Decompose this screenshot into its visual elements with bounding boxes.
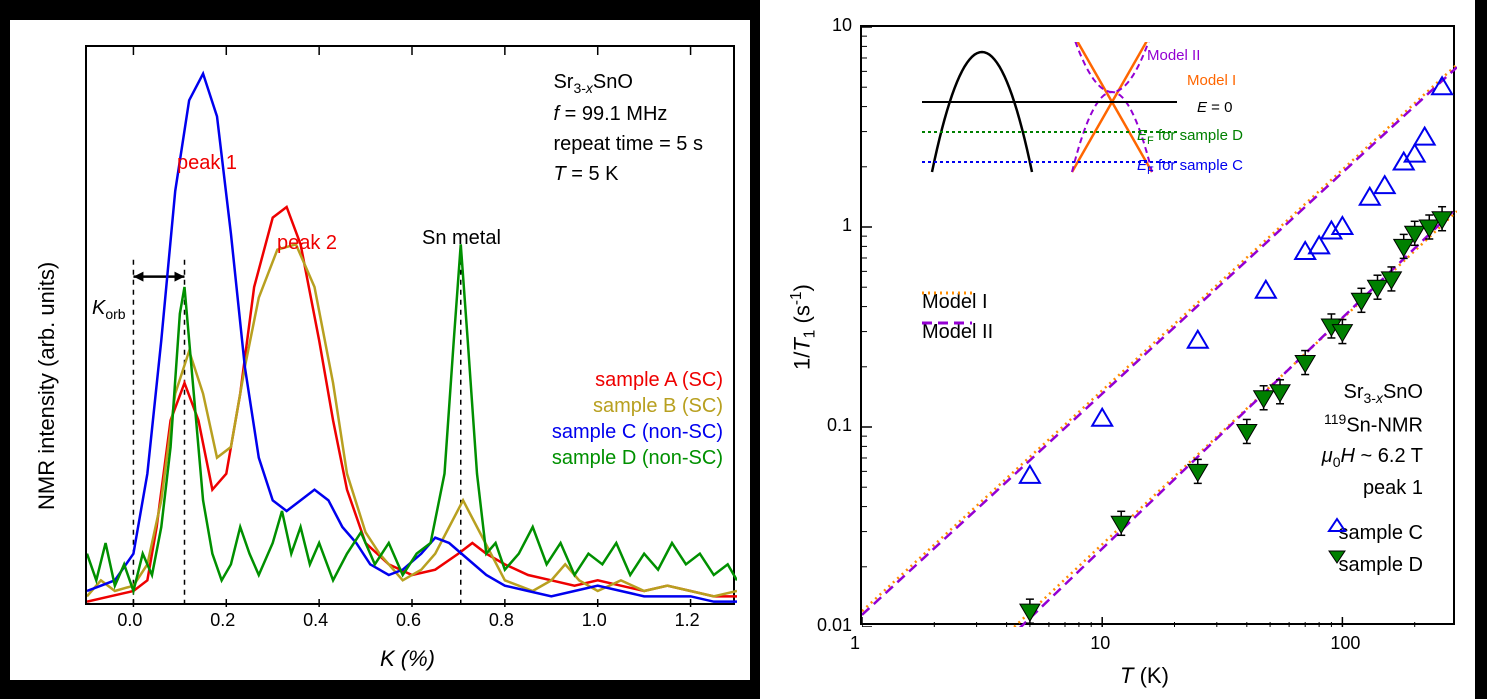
legend-row: Model II [922, 317, 993, 347]
info-line: Sr3-xSnO [1322, 377, 1423, 409]
right-plot-area: Model I Model II Sr3-xSnO 119Sn-NMR μ0H … [860, 25, 1455, 625]
info-line: f = 99.1 MHz [553, 99, 703, 129]
right-xlabel: T (K) [1120, 663, 1169, 689]
info-line: T = 5 K [553, 159, 703, 189]
left-plot-area: Sr3-xSnO f = 99.1 MHz repeat time = 5 s … [85, 45, 735, 605]
info-line: μ0H ~ 6.2 T [1322, 441, 1423, 473]
info-box-left: Sr3-xSnO f = 99.1 MHz repeat time = 5 s … [553, 67, 703, 189]
svg-text:Model I: Model I [1187, 72, 1236, 89]
legend-row: sample D [1327, 549, 1423, 581]
left-legend: sample A (SC) sample B (SC) sample C (no… [552, 367, 723, 471]
korb-label: Korb [92, 297, 126, 322]
legend-row: Model I [922, 287, 993, 317]
left-ylabel: NMR intensity (arb. units) [34, 262, 60, 510]
model-legend: Model I Model II [922, 287, 993, 347]
peak2-label: peak 2 [277, 232, 337, 255]
info-line: 119Sn-NMR [1322, 409, 1423, 441]
svg-text:EF for sample D: EF for sample D [1137, 127, 1243, 147]
sample-legend: sample C sample D [1327, 517, 1423, 581]
legend-row: sample C [1327, 517, 1423, 549]
legend-item: sample D (non-SC) [552, 445, 723, 471]
right-ylabel: 1/T1 (s-1) [788, 284, 820, 370]
info-box-right: Sr3-xSnO 119Sn-NMR μ0H ~ 6.2 T peak 1 [1322, 377, 1423, 503]
snmetal-label: Sn metal [422, 227, 501, 250]
legend-item: sample C (non-SC) [552, 419, 723, 445]
legend-item: sample A (SC) [552, 367, 723, 393]
left-xlabel: K (%) [380, 646, 435, 672]
left-panel: NMR intensity (arb. units) K (%) Sr3-xSn… [10, 20, 750, 680]
svg-text:Model II: Model II [1147, 47, 1200, 64]
inset-diagram: Model II Model I E = 0 EF for sample D EF fo… [917, 42, 1247, 187]
svg-text:E = 0: E = 0 [1197, 99, 1232, 116]
info-line: peak 1 [1322, 473, 1423, 503]
right-panel: 1/T1 (s-1) T (K) Model I Model II Sr3-xS… [760, 0, 1475, 699]
svg-text:EF for sample C: EF for sample C [1137, 157, 1243, 177]
info-line: repeat time = 5 s [553, 129, 703, 159]
legend-item: sample B (SC) [552, 393, 723, 419]
peak1-label: peak 1 [177, 152, 237, 175]
info-line: Sr3-xSnO [553, 67, 703, 99]
